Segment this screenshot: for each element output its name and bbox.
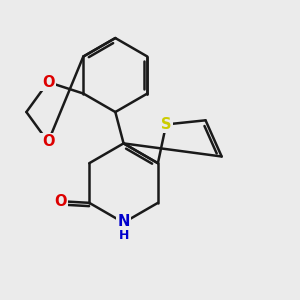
- Text: O: O: [54, 194, 66, 209]
- Text: H: H: [118, 229, 129, 242]
- Text: N: N: [117, 215, 130, 230]
- Text: S: S: [161, 117, 171, 132]
- Text: O: O: [42, 134, 54, 149]
- Text: N: N: [117, 214, 130, 230]
- Text: O: O: [42, 75, 54, 90]
